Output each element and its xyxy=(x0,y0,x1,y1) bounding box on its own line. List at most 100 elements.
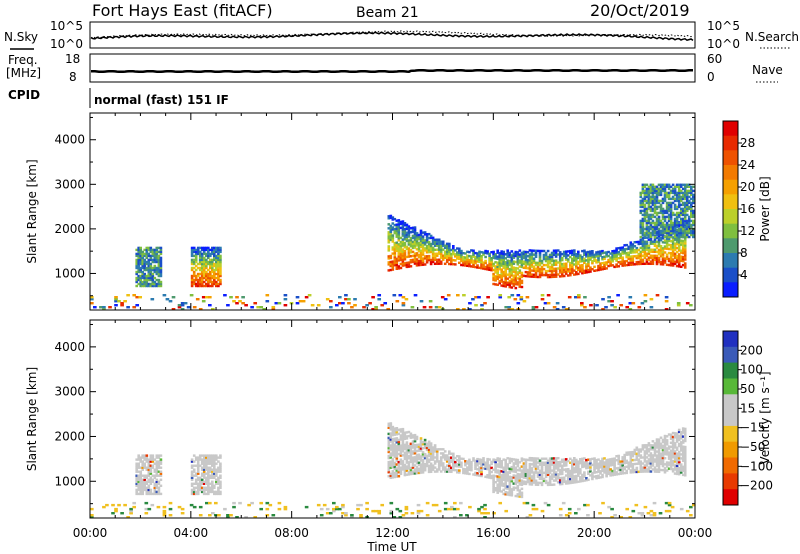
data-cell xyxy=(456,247,459,250)
data-cell xyxy=(643,211,647,215)
data-cell xyxy=(506,283,510,286)
data-cell xyxy=(647,462,651,465)
data-cell xyxy=(631,302,636,305)
data-cell xyxy=(665,209,669,213)
data-cell xyxy=(190,472,194,475)
data-cell xyxy=(137,258,141,262)
data-cell xyxy=(520,281,524,285)
data-cell xyxy=(607,468,610,471)
data-cell xyxy=(157,488,161,492)
data-cell xyxy=(141,262,145,266)
data-cell xyxy=(213,458,216,461)
data-cell xyxy=(198,260,202,264)
data-cell xyxy=(139,258,143,262)
data-cell xyxy=(556,273,560,276)
data-cell xyxy=(664,300,669,303)
data-cell xyxy=(573,459,576,462)
data-cell xyxy=(510,250,514,253)
data-cell xyxy=(603,261,606,265)
data-cell xyxy=(613,265,616,269)
data-cell xyxy=(211,252,214,256)
data-cell xyxy=(595,304,599,307)
data-cell xyxy=(149,492,153,496)
data-cell xyxy=(411,442,415,445)
data-cell xyxy=(450,460,453,464)
data-cell xyxy=(441,254,445,257)
data-cell xyxy=(377,294,382,297)
data-cell xyxy=(631,261,635,264)
data-cell xyxy=(564,482,568,485)
data-cell xyxy=(219,264,222,268)
data-cell xyxy=(671,470,675,473)
data-cell xyxy=(635,262,639,266)
data-cell xyxy=(443,252,447,256)
data-cell xyxy=(194,282,198,286)
nsearch-tick-top: 10^5 xyxy=(707,19,740,33)
data-cell xyxy=(647,458,651,461)
data-cell xyxy=(472,459,475,462)
data-cell xyxy=(534,271,538,275)
data-cell xyxy=(452,458,455,462)
data-cell xyxy=(211,266,214,270)
data-cell xyxy=(534,467,538,470)
data-cell xyxy=(520,273,524,277)
data-cell xyxy=(399,248,403,252)
data-cell xyxy=(605,466,608,470)
data-cell xyxy=(560,458,564,462)
data-cell xyxy=(141,250,145,254)
data-cell xyxy=(597,462,600,465)
data-cell xyxy=(153,260,157,264)
data-cell xyxy=(671,468,675,471)
data-cell xyxy=(655,217,659,221)
data-cell xyxy=(153,268,157,272)
data-cell xyxy=(502,254,506,258)
data-cell xyxy=(647,470,651,473)
data-cell xyxy=(500,478,504,481)
data-cell xyxy=(647,258,651,261)
data-cell xyxy=(502,264,506,268)
data-cell xyxy=(510,465,514,469)
data-cell xyxy=(397,233,401,236)
data-cell xyxy=(671,242,675,245)
data-cell xyxy=(209,476,212,480)
data-cell xyxy=(145,268,149,272)
data-cell xyxy=(441,244,445,247)
data-cell xyxy=(540,267,544,271)
data-cell xyxy=(415,443,419,447)
data-cell xyxy=(641,260,645,264)
data-cell xyxy=(411,466,415,469)
data-cell xyxy=(498,471,502,475)
data-cell xyxy=(639,235,643,239)
data-cell xyxy=(677,452,681,456)
data-cell xyxy=(149,270,153,274)
data-cell xyxy=(534,255,538,259)
data-cell xyxy=(448,464,451,467)
data-cell xyxy=(655,454,659,457)
data-cell xyxy=(681,473,685,477)
data-cell xyxy=(655,468,659,471)
data-cell xyxy=(496,489,500,492)
data-cell xyxy=(209,276,212,280)
data-cell xyxy=(647,231,651,235)
data-cell xyxy=(213,466,216,469)
data-cell xyxy=(631,243,635,246)
data-cell xyxy=(649,240,653,243)
data-cell xyxy=(135,260,139,264)
data-cell xyxy=(637,256,641,260)
data-cell xyxy=(603,467,606,470)
data-cell xyxy=(679,183,683,187)
data-cell xyxy=(421,237,425,240)
data-cell xyxy=(217,272,220,276)
data-cell xyxy=(562,262,566,266)
data-cell xyxy=(452,245,455,248)
data-cell xyxy=(601,256,604,259)
data-cell xyxy=(405,461,409,464)
data-cell xyxy=(500,276,504,279)
data-cell xyxy=(552,483,556,486)
data-cell xyxy=(427,466,431,470)
data-cell xyxy=(671,258,675,261)
data-cell xyxy=(202,468,206,471)
data-cell xyxy=(474,251,477,255)
data-cell xyxy=(494,279,497,282)
data-cell xyxy=(514,460,518,463)
